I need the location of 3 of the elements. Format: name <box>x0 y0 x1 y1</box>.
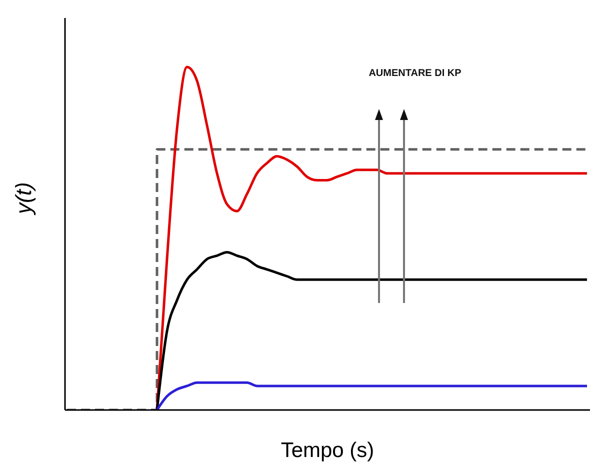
x-axis-title: Tempo (s) <box>280 439 374 462</box>
annotation: AUMENTARE DI KP <box>368 68 462 79</box>
y-axis-title: y(t) <box>10 182 36 216</box>
